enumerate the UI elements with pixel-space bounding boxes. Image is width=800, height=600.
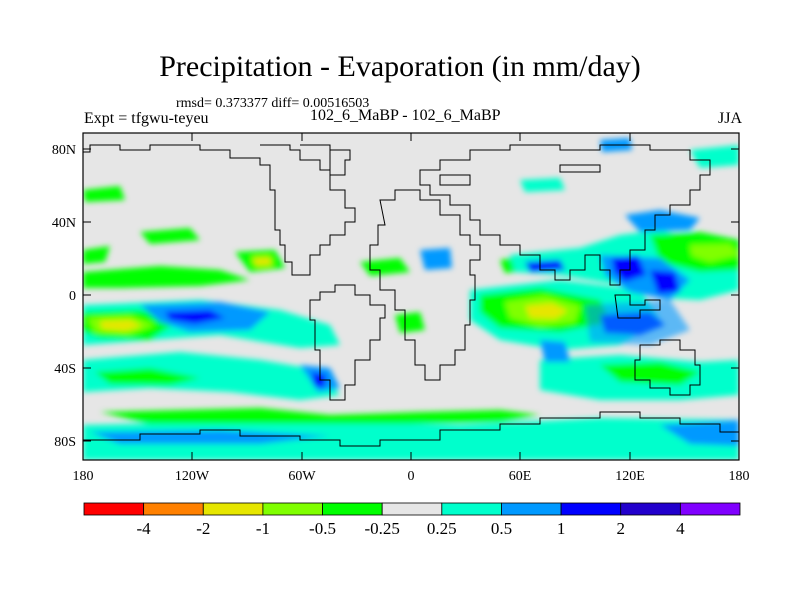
legend-label: -0.5 bbox=[309, 519, 336, 538]
legend-label: -4 bbox=[137, 519, 152, 538]
contour-region bbox=[95, 368, 200, 385]
coastlines bbox=[83, 144, 739, 447]
coastline bbox=[634, 339, 701, 396]
contour-region bbox=[360, 258, 410, 276]
contour-region bbox=[100, 320, 142, 331]
y-tick-label: 80S bbox=[54, 435, 76, 450]
x-tick-label: 180 bbox=[729, 469, 750, 484]
legend-swatch bbox=[560, 502, 622, 516]
contour-region bbox=[83, 266, 250, 288]
legend-label: 2 bbox=[616, 519, 625, 538]
x-tick-label: 60E bbox=[509, 469, 532, 484]
contour-region bbox=[83, 246, 110, 264]
contour-region bbox=[252, 257, 272, 266]
legend-label: -2 bbox=[196, 519, 210, 538]
y-tick-label: 80N bbox=[52, 143, 76, 158]
x-tick-label: 60W bbox=[288, 469, 316, 484]
contour-region bbox=[165, 310, 225, 324]
contour-region bbox=[525, 260, 565, 272]
contour-field bbox=[83, 138, 739, 460]
contour-region bbox=[83, 418, 739, 460]
experiment-label: Expt = tfgwu-teyeu bbox=[84, 110, 209, 127]
coastline bbox=[369, 189, 481, 381]
legend-swatch bbox=[501, 502, 562, 516]
legend-label: 4 bbox=[676, 519, 685, 538]
coastline bbox=[419, 144, 711, 286]
legend-label: -1 bbox=[256, 519, 270, 538]
contour-region bbox=[83, 186, 125, 202]
legend-swatch bbox=[441, 502, 502, 516]
legend-swatch bbox=[679, 502, 741, 516]
y-tick-label: 0 bbox=[69, 289, 76, 304]
map-title: Precipitation - Evaporation (in mm/day) bbox=[159, 50, 641, 83]
legend-labels: -4 -2 -1 -0.5 -0.25 0.25 0.5 1 2 4 bbox=[137, 519, 686, 538]
legend-swatch bbox=[322, 502, 383, 516]
coastline bbox=[83, 411, 739, 447]
contour-region bbox=[690, 244, 739, 262]
rmsd-diff-stats: rmsd= 0.373377 diff= 0.00516503 bbox=[176, 96, 370, 111]
contour-region bbox=[520, 178, 565, 192]
x-tick-label: 120W bbox=[175, 469, 210, 484]
axis-ticks bbox=[82, 133, 740, 460]
legend-label: 0.5 bbox=[491, 519, 512, 538]
season-label: JJA bbox=[717, 110, 742, 127]
map-plot-area bbox=[83, 133, 739, 460]
y-tick-label: 40N bbox=[52, 216, 76, 231]
x-tick-label: 0 bbox=[408, 469, 415, 484]
contour-region bbox=[585, 300, 690, 345]
contour-region bbox=[83, 352, 340, 400]
legend-swatch bbox=[202, 502, 264, 516]
legend-swatch bbox=[262, 502, 323, 516]
coastline bbox=[300, 144, 351, 176]
legend-swatch bbox=[381, 502, 443, 516]
legend-swatch bbox=[143, 502, 204, 516]
legend-label: 0.25 bbox=[427, 519, 457, 538]
x-tick-label: 180 bbox=[73, 469, 94, 484]
comparison-subtitle: 102_6_MaBP - 102_6_MaBP bbox=[310, 107, 501, 124]
coastline bbox=[309, 284, 386, 401]
contour-region bbox=[140, 228, 200, 244]
legend-label: -0.25 bbox=[364, 519, 399, 538]
contour-region bbox=[600, 362, 700, 385]
contour-region bbox=[690, 145, 739, 168]
contour-region bbox=[100, 408, 540, 424]
contour-region bbox=[420, 248, 452, 270]
x-tick-label: 120E bbox=[615, 469, 645, 484]
coastline bbox=[559, 164, 601, 173]
coastline bbox=[439, 174, 471, 186]
contour-region bbox=[395, 312, 425, 333]
contour-region bbox=[660, 420, 739, 446]
legend-swatch bbox=[620, 502, 681, 516]
contour-region bbox=[625, 210, 700, 232]
color-legend bbox=[83, 502, 741, 516]
y-tick-label: 40S bbox=[54, 362, 76, 377]
contour-region bbox=[525, 303, 568, 319]
contour-region bbox=[312, 372, 326, 388]
legend-swatch bbox=[83, 502, 145, 516]
contour-region bbox=[650, 270, 680, 294]
legend-label: 1 bbox=[557, 519, 566, 538]
contour-region bbox=[540, 340, 570, 362]
coastline bbox=[614, 294, 661, 319]
